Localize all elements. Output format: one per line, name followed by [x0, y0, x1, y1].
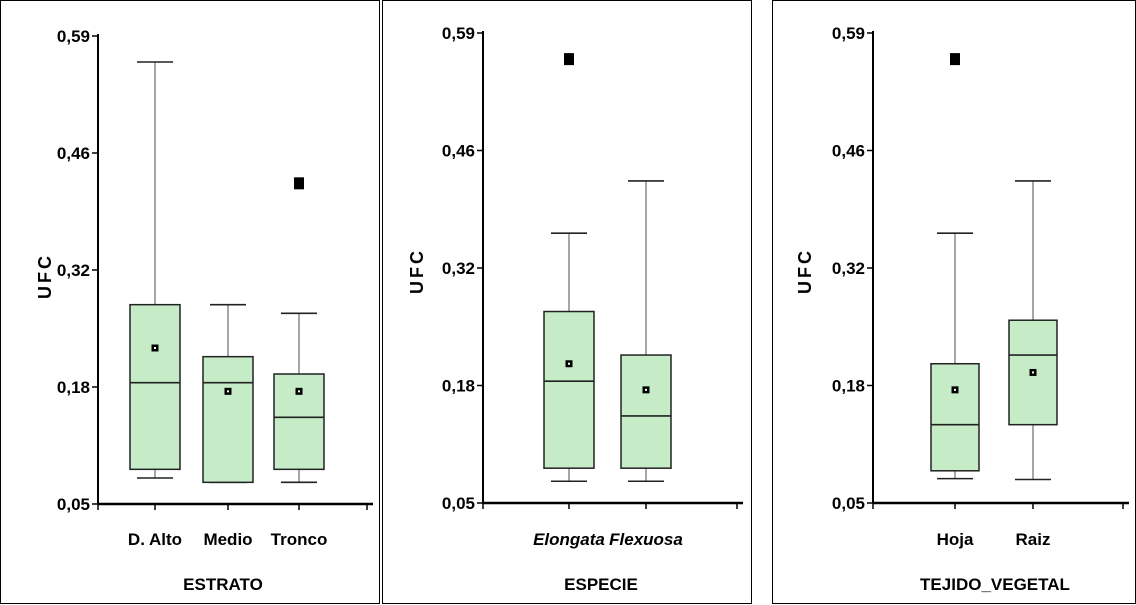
y-axis-label: UFC [407, 248, 427, 294]
x-category-label: Elongata [533, 530, 605, 549]
y-tick-label: 0,05 [442, 494, 475, 513]
y-tick-label: 0,59 [832, 24, 865, 43]
y-tick-label: 0,46 [442, 142, 475, 161]
mean-marker-center [954, 389, 956, 391]
x-category-label: Medio [203, 530, 252, 549]
x-category-label: Raiz [1016, 530, 1051, 549]
y-tick-label: 0,59 [442, 24, 475, 43]
mean-marker-center [227, 390, 229, 392]
x-category-label: Hoja [937, 530, 974, 549]
y-tick-label: 0,32 [57, 261, 90, 280]
box-iqr [130, 305, 180, 470]
mean-marker-center [645, 389, 647, 391]
chart-panel-tejido-vegetal: 0,05 0,18 0,32 0,46 0,59 UFC Hoja Raiz TEJIDO_VE… [772, 0, 1136, 604]
box-1 [544, 53, 594, 481]
y-tick-label: 0,18 [57, 378, 90, 397]
boxplot-especie: 0,05 0,18 0,32 0,46 0,59 UFC Elongata Flexuosa E… [383, 1, 753, 605]
outlier-point [294, 177, 304, 189]
y-tick-label: 0,32 [832, 259, 865, 278]
outlier-point [564, 53, 574, 65]
box-iqr [203, 357, 253, 483]
chart-panel-estrato: 0,05 0,18 0,32 0,46 0,59 UFC D. Alto Medio Tronc… [0, 0, 380, 604]
y-axis-label: UFC [35, 253, 55, 299]
y-tick-label: 0,05 [57, 495, 90, 514]
mean-marker-center [1032, 371, 1034, 373]
box-1 [931, 53, 979, 479]
y-tick-label: 0,18 [832, 377, 865, 396]
mean-marker-center [298, 390, 300, 392]
boxplot-estrato: 0,05 0,18 0,32 0,46 0,59 UFC D. Alto Medio Tronc… [1, 1, 381, 605]
box-2 [203, 305, 253, 483]
x-axis-label: TEJIDO_VEGETAL [920, 575, 1070, 594]
y-tick-label: 0,05 [832, 494, 865, 513]
y-axis-label: UFC [795, 248, 815, 294]
y-tick-label: 0,18 [442, 377, 475, 396]
y-tick-label: 0,46 [57, 144, 90, 163]
box-2 [621, 181, 671, 481]
outlier-point [950, 53, 960, 65]
x-category-label: Tronco [271, 530, 328, 549]
mean-marker-center [154, 347, 156, 349]
chart-panel-especie: 0,05 0,18 0,32 0,46 0,59 UFC Elongata Flexuosa E… [382, 0, 752, 604]
box-3 [274, 177, 324, 482]
box-iqr [931, 364, 979, 471]
x-axis-label: ESPECIE [564, 575, 638, 594]
x-category-label: Flexuosa [609, 530, 683, 549]
boxplot-tejido-vegetal: 0,05 0,18 0,32 0,46 0,59 UFC Hoja Raiz TEJIDO_VE… [773, 1, 1136, 605]
y-tick-label: 0,59 [57, 27, 90, 46]
box-2 [1009, 181, 1057, 480]
x-axis-label: ESTRATO [183, 575, 263, 594]
box-iqr [544, 312, 594, 469]
y-tick-label: 0,46 [832, 142, 865, 161]
y-tick-label: 0,32 [442, 259, 475, 278]
box-1 [130, 62, 180, 478]
mean-marker-center [568, 363, 570, 365]
box-iqr [621, 355, 671, 468]
x-category-label: D. Alto [128, 530, 182, 549]
